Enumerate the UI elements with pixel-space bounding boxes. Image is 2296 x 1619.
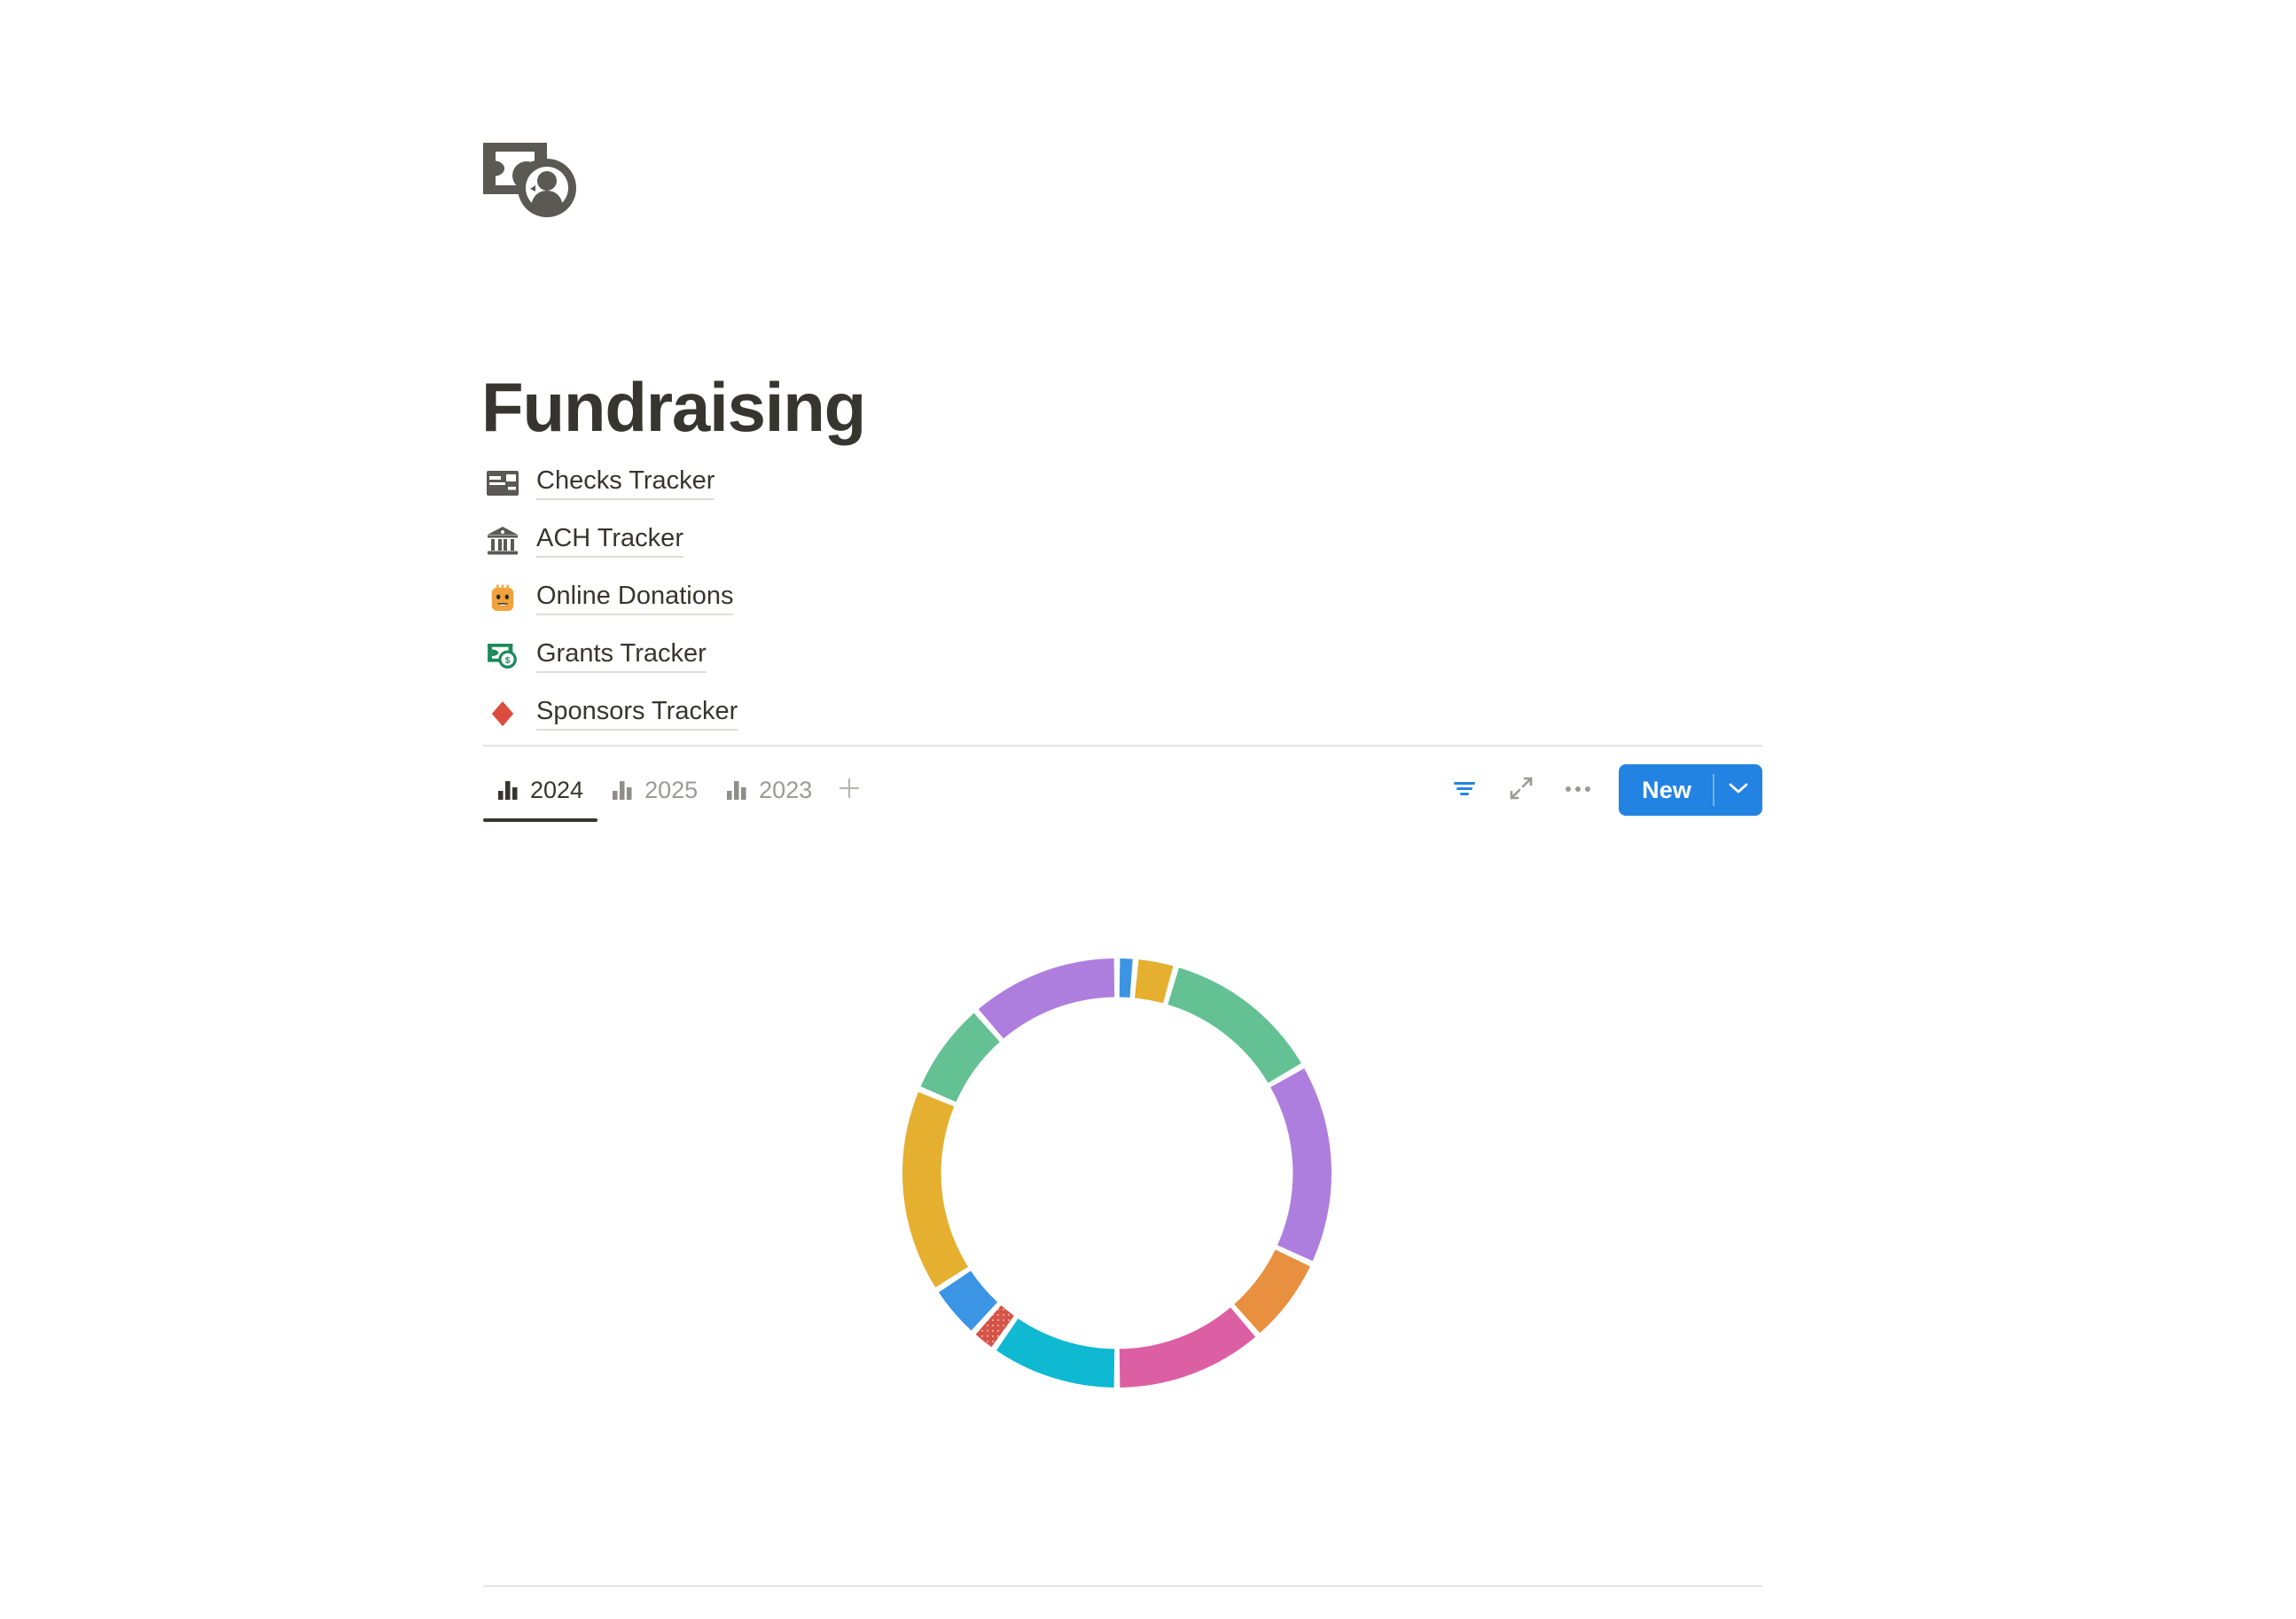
donut-segment[interactable] bbox=[938, 1271, 998, 1331]
red-diamond-icon bbox=[483, 694, 522, 733]
ellipsis-icon bbox=[1565, 782, 1591, 798]
divider-above-tabs bbox=[483, 745, 1762, 747]
bar-chart-icon bbox=[612, 779, 635, 801]
child-face-icon bbox=[483, 579, 522, 618]
new-button[interactable]: New bbox=[1619, 764, 1713, 816]
donut-segment[interactable] bbox=[1119, 958, 1133, 998]
divider-below-chart bbox=[483, 1585, 1762, 1587]
donut-chart-svg bbox=[902, 958, 1332, 1388]
chevron-down-icon bbox=[1728, 781, 1749, 800]
donut-segment[interactable] bbox=[920, 1013, 1000, 1102]
view-tabs: 2024 2025 bbox=[483, 758, 872, 822]
credit-card-icon bbox=[483, 464, 522, 503]
filter-button[interactable] bbox=[1440, 765, 1489, 815]
tab-2025[interactable]: 2025 bbox=[597, 758, 712, 822]
list-item-grants-tracker[interactable]: $ Grants Tracker bbox=[483, 627, 1370, 684]
list-item-checks-tracker[interactable]: Checks Tracker bbox=[483, 454, 1370, 512]
tab-2024[interactable]: 2024 bbox=[483, 758, 598, 822]
donut-segment[interactable] bbox=[1270, 1068, 1332, 1262]
donut-segment[interactable] bbox=[1234, 1249, 1310, 1334]
expand-button[interactable] bbox=[1496, 765, 1546, 815]
tab-2023[interactable]: 2023 bbox=[712, 758, 826, 822]
list-item-sponsors-tracker[interactable]: Sponsors Tracker bbox=[483, 684, 1370, 742]
new-button-separator bbox=[1713, 774, 1714, 806]
donut-segment[interactable] bbox=[1135, 959, 1174, 1004]
more-options-button[interactable] bbox=[1553, 765, 1603, 815]
database-view-tabbar: 2024 2025 bbox=[483, 758, 1762, 822]
donut-chart[interactable] bbox=[900, 956, 1334, 1390]
donut-segment[interactable] bbox=[978, 958, 1115, 1039]
dollar-banknote-icon: $ bbox=[483, 637, 522, 676]
donut-segment[interactable] bbox=[1119, 1307, 1256, 1388]
tab-active-underline bbox=[483, 818, 598, 822]
chart-area bbox=[483, 825, 1762, 1583]
plus-icon bbox=[838, 777, 861, 804]
donut-segment[interactable] bbox=[996, 1318, 1115, 1388]
tab-label: 2025 bbox=[644, 776, 699, 803]
classical-building-icon bbox=[483, 521, 522, 560]
page-title[interactable]: Fundraising bbox=[481, 368, 866, 447]
bar-chart-icon bbox=[497, 779, 520, 801]
list-item-label[interactable]: Sponsors Tracker bbox=[536, 696, 738, 731]
donut-segment[interactable] bbox=[975, 1305, 1014, 1348]
tab-label: 2023 bbox=[759, 776, 813, 803]
svg-text:$: $ bbox=[505, 655, 511, 665]
expand-arrows-icon bbox=[1509, 776, 1534, 805]
list-item-label[interactable]: Checks Tracker bbox=[536, 465, 715, 501]
add-view-button[interactable] bbox=[826, 758, 872, 822]
new-button-group[interactable]: New bbox=[1619, 764, 1762, 816]
list-item-label[interactable]: ACH Tracker bbox=[536, 523, 683, 559]
new-button-dropdown[interactable] bbox=[1714, 764, 1762, 816]
donut-segments bbox=[902, 958, 1332, 1388]
child-page-link-list: Checks Tracker ACH Tracker bbox=[483, 454, 1370, 742]
new-button-label: New bbox=[1642, 776, 1691, 803]
donut-segment[interactable] bbox=[902, 1091, 969, 1287]
money-with-person-icon bbox=[483, 143, 576, 217]
list-item-label[interactable]: Grants Tracker bbox=[536, 638, 707, 674]
page-icon-money-with-person[interactable] bbox=[483, 137, 579, 226]
list-item-ach-tracker[interactable]: ACH Tracker bbox=[483, 512, 1370, 569]
filter-icon bbox=[1452, 778, 1477, 802]
tab-label: 2024 bbox=[530, 776, 584, 803]
view-toolbar: New bbox=[1436, 758, 1762, 822]
list-item-label[interactable]: Online Donations bbox=[536, 581, 734, 616]
donut-segment[interactable] bbox=[1168, 967, 1301, 1083]
bar-chart-icon bbox=[726, 779, 749, 801]
list-item-online-donations[interactable]: Online Donations bbox=[483, 569, 1370, 627]
